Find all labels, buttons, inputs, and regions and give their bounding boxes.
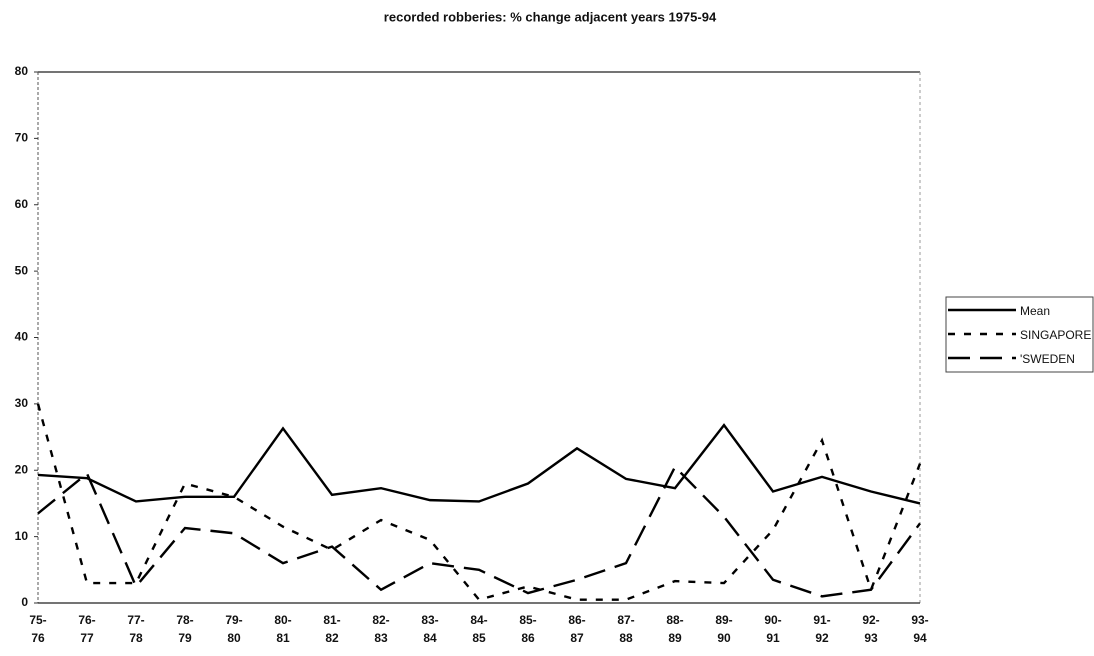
- x-tick-label-line: 90-: [764, 613, 781, 627]
- x-tick-label-line: 82-: [372, 613, 389, 627]
- chart-title: recorded robberies: % change adjacent ye…: [384, 9, 717, 24]
- x-tick-label: 87-88: [617, 613, 634, 645]
- x-tick-label-line: 85-: [519, 613, 536, 627]
- x-tick-label: 82-83: [372, 613, 389, 645]
- x-tick-label: 79-80: [225, 613, 242, 645]
- x-tick-label-line: 89-: [715, 613, 732, 627]
- x-tick-label-line: 75-: [29, 613, 46, 627]
- x-tick-label: 86-87: [568, 613, 585, 645]
- x-tick-label-line: 91: [766, 631, 780, 645]
- x-tick-label: 81-82: [323, 613, 340, 645]
- x-tick-label-line: 92-: [862, 613, 879, 627]
- x-tick-label-line: 92: [815, 631, 829, 645]
- y-tick-label: 10: [15, 529, 29, 543]
- x-tick-label-line: 94: [913, 631, 927, 645]
- legend-label: SINGAPORE: [1020, 328, 1091, 342]
- x-tick-label: 92-93: [862, 613, 879, 645]
- x-tick-label: 80-81: [274, 613, 291, 645]
- x-tick-label: 75-76: [29, 613, 46, 645]
- x-tick-label-line: 88-: [666, 613, 683, 627]
- x-tick-label-line: 76-: [78, 613, 95, 627]
- x-tick-label-line: 87: [570, 631, 584, 645]
- x-tick-label-line: 79-: [225, 613, 242, 627]
- x-tick-label-line: 83: [374, 631, 388, 645]
- x-tick-label-line: 80: [227, 631, 241, 645]
- x-tick-label-line: 84: [423, 631, 437, 645]
- y-tick-label: 80: [15, 64, 29, 78]
- x-tick-label: 93-94: [911, 613, 928, 645]
- y-tick-label: 30: [15, 396, 29, 410]
- x-tick-label: 83-84: [421, 613, 438, 645]
- y-tick-label: 20: [15, 462, 29, 476]
- series-line: [37, 464, 921, 598]
- x-tick-label: 78-79: [176, 613, 193, 645]
- x-tick-label-line: 77-: [127, 613, 144, 627]
- x-tick-label-line: 90: [717, 631, 731, 645]
- x-tick-label-line: 77: [80, 631, 94, 645]
- x-tick-label-line: 76: [31, 631, 45, 645]
- x-tick-label-line: 93: [864, 631, 878, 645]
- y-tick-label: 60: [15, 197, 29, 211]
- x-tick-label-line: 89: [668, 631, 682, 645]
- x-tick-label-line: 79: [178, 631, 192, 645]
- x-tick-label-line: 80-: [274, 613, 291, 627]
- x-tick-label: 90-91: [764, 613, 781, 645]
- x-tick-label-line: 78-: [176, 613, 193, 627]
- x-tick-label: 85-86: [519, 613, 536, 645]
- x-tick-label: 91-92: [813, 613, 830, 645]
- x-tick-label-line: 82: [325, 631, 339, 645]
- series-line: [37, 423, 921, 505]
- y-tick-label: 70: [15, 131, 29, 145]
- x-tick-label-line: 84-: [470, 613, 487, 627]
- x-tick-label: 89-90: [715, 613, 732, 645]
- x-tick-label-line: 83-: [421, 613, 438, 627]
- x-tick-label-line: 81: [276, 631, 290, 645]
- x-tick-label: 76-77: [78, 613, 95, 645]
- x-tick-label-line: 93-: [911, 613, 928, 627]
- y-tick-label: 0: [21, 595, 28, 609]
- x-tick-label: 88-89: [666, 613, 683, 645]
- x-tick-label-line: 78: [129, 631, 143, 645]
- legend-label: Mean: [1020, 304, 1050, 318]
- x-tick-label-line: 85: [472, 631, 486, 645]
- y-tick-label: 50: [15, 263, 29, 277]
- x-tick-label-line: 87-: [617, 613, 634, 627]
- x-tick-label: 84-85: [470, 613, 487, 645]
- y-tick-label: 40: [15, 330, 29, 344]
- x-tick-label-line: 88: [619, 631, 633, 645]
- x-tick-label-line: 81-: [323, 613, 340, 627]
- x-tick-label-line: 86-: [568, 613, 585, 627]
- x-tick-label-line: 86: [521, 631, 535, 645]
- x-tick-label-line: 91-: [813, 613, 830, 627]
- x-tick-label: 77-78: [127, 613, 144, 645]
- legend-label: 'SWEDEN: [1020, 352, 1075, 366]
